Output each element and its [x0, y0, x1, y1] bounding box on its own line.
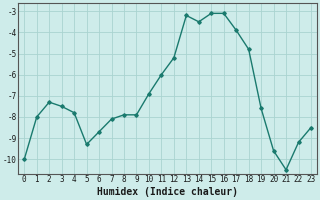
X-axis label: Humidex (Indice chaleur): Humidex (Indice chaleur)	[97, 187, 238, 197]
